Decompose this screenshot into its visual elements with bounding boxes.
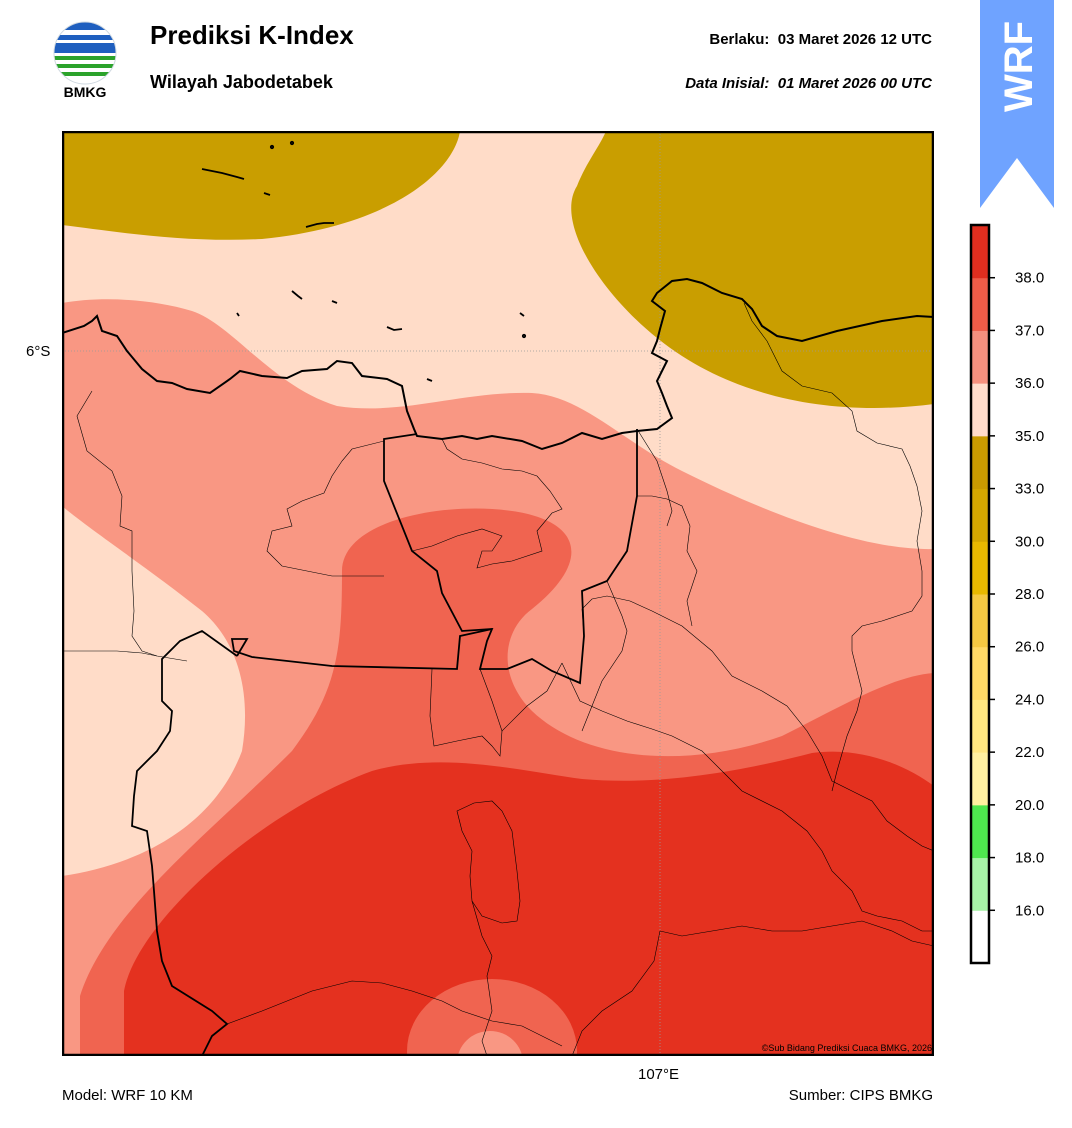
colorbar-ticks: 38.0 37.0 36.0 35.0 33.0 30.0 28.0 26.0 24.0 22.0…	[989, 270, 1044, 919]
init-label: Data Inisial:	[685, 75, 770, 92]
colorbar: 38.0 37.0 36.0 35.0 33.0 30.0 28.0 26.0 24.0 22.0…	[969, 223, 1044, 965]
valid-value: 03 Maret 2026 12 UTC	[777, 31, 932, 48]
colorbar-tick-label: 24.0	[1015, 691, 1044, 708]
colorbar-tick-label: 30.0	[1015, 533, 1044, 550]
valid-label: Berlaku:	[709, 31, 770, 48]
wrf-badge: WRF	[980, 0, 1054, 208]
colorbar-segment	[971, 225, 989, 279]
colorbar-tick-label: 18.0	[1015, 850, 1044, 867]
wrf-badge-text: WRF	[997, 21, 1041, 112]
colorbar-segment	[971, 594, 989, 648]
province-boundaries	[131, 429, 638, 1056]
map-frame	[62, 131, 934, 1056]
colorbar-segment	[971, 804, 989, 859]
colorbar-segment	[971, 383, 989, 437]
colorbar-segment	[971, 435, 989, 490]
colorbar-tick-label: 28.0	[1015, 586, 1044, 603]
zone-k-gt38	[124, 751, 934, 1056]
colorbar-segment	[971, 541, 989, 595]
colorbar-tick-label: 22.0	[1015, 744, 1044, 761]
colorbar-segment	[971, 857, 989, 911]
colorbar-tick-label: 35.0	[1015, 428, 1044, 445]
zone-k-lt35-ne	[571, 131, 934, 408]
bmkg-logo	[53, 21, 117, 85]
map-copyright: ©Sub Bidang Prediksi Cuaca BMKG, 2026	[762, 1043, 932, 1053]
init-value: 01 Maret 2026 00 UTC	[777, 75, 932, 92]
lon-label: 107°E	[638, 1066, 680, 1083]
islands	[201, 140, 527, 382]
colorbar-tick-label: 37.0	[1015, 322, 1044, 339]
colorbar-tick-label: 38.0	[1015, 270, 1044, 287]
colorbar-tick-label: 36.0	[1015, 375, 1044, 392]
coastline-java-north	[62, 277, 934, 451]
init-time: Data Inisial: 01 Maret 2026 00 UTC	[685, 75, 932, 92]
zone-k36-37-bottom	[457, 1031, 523, 1056]
colorbar-tick-label: 26.0	[1015, 639, 1044, 656]
model-label: Model: WRF 10 KM	[62, 1087, 193, 1104]
valid-time: Berlaku: 03 Maret 2026 12 UTC	[709, 31, 932, 48]
colorbar-tick-label: 16.0	[1015, 902, 1044, 919]
colorbar-segment	[971, 646, 989, 700]
regency-boundaries	[62, 302, 934, 1056]
lat-label: 6°S	[26, 343, 51, 360]
zone-k37-38-bottom	[407, 979, 577, 1056]
source-label: Sumber: CIPS BMKG	[788, 1087, 933, 1104]
zone-k-lt35-nw	[62, 131, 460, 240]
colorbar-tick-label: 33.0	[1015, 481, 1044, 498]
page-subtitle: Wilayah Jabodetabek	[150, 72, 333, 92]
page-title: Prediksi K-Index	[150, 20, 354, 50]
colorbar-tick-label: 20.0	[1015, 797, 1044, 814]
colorbar-segment	[971, 330, 989, 384]
colorbar-segments	[971, 225, 989, 964]
k-index-map: ©Sub Bidang Prediksi Cuaca BMKG, 2026	[62, 131, 934, 1056]
colorbar-segment	[971, 277, 989, 331]
colorbar-segment	[971, 699, 989, 753]
colorbar-segment	[971, 488, 989, 542]
logo-text: BMKG	[63, 84, 107, 100]
colorbar-segment	[971, 752, 989, 806]
colorbar-segment	[971, 910, 989, 964]
